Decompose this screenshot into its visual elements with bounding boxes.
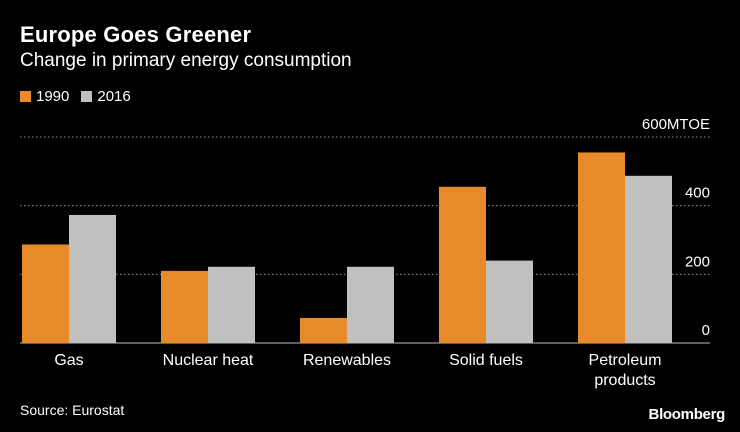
legend-item-2016: 2016: [81, 88, 131, 105]
bar-2016-2: [347, 266, 394, 343]
chart-title: Europe Goes Greener: [20, 22, 252, 47]
bar-2016-3: [486, 260, 533, 343]
bar-1990-2: [300, 317, 347, 343]
y-tick-label-200: 200: [685, 253, 710, 270]
x-tick-label-4: Petroleum products: [589, 352, 662, 389]
chart-subtitle: Change in primary energy consumption: [20, 50, 352, 71]
legend-swatch-1990: [20, 91, 31, 102]
y-tick-label-600: 600MTOE: [642, 116, 710, 133]
bar-2016-4: [625, 175, 672, 343]
bar-1990-1: [161, 270, 208, 343]
bar-2016-0: [69, 214, 116, 343]
bar-2016-1: [208, 266, 255, 343]
x-tick-label-3: Solid fuels: [449, 352, 523, 369]
bar-1990-0: [22, 244, 69, 343]
y-tick-label-400: 400: [685, 185, 710, 202]
legend-swatch-2016: [81, 91, 93, 102]
legend-label-1990: 1990: [36, 88, 70, 105]
legend-label-2016: 2016: [97, 88, 131, 105]
legend-item-1990: 1990: [20, 88, 69, 105]
x-tick-label-2: Renewables: [303, 352, 391, 369]
bar-1990-3: [439, 186, 486, 343]
chart-legend: 1990 2016: [20, 88, 143, 105]
bloomberg-logo: Bloomberg: [648, 406, 726, 423]
x-tick-label-0: Gas: [54, 352, 83, 369]
y-tick-label-0: 0: [702, 322, 710, 339]
source-note: Source: Eurostat: [20, 402, 125, 418]
bar-1990-4: [578, 152, 625, 343]
x-tick-label-1: Nuclear heat: [163, 352, 254, 369]
